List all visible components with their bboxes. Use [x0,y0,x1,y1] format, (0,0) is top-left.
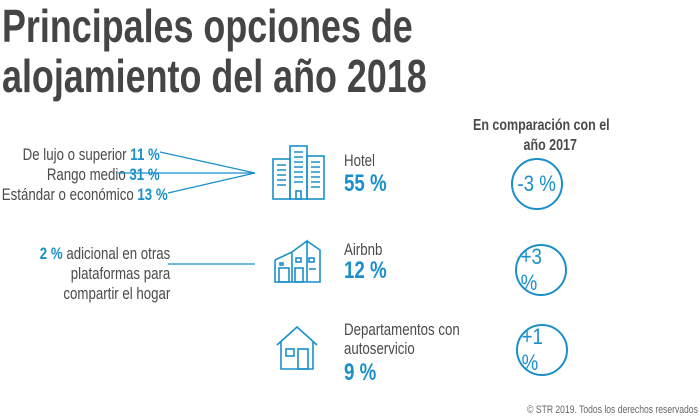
hotel-building-icon [272,145,325,200]
hotel-breakdown-luxury: De lujo o superior 11 % [22,145,160,164]
hotel-value: 55 % [344,170,387,197]
house-icon [276,325,318,370]
apartments-change-badge: +1 % [516,324,568,376]
apartments-value: 9 % [344,359,377,386]
comparison-header-line-2: año 2017 [523,137,577,154]
copyright-footer: © STR 2019. Todos los derechos reservado… [527,404,698,416]
hotel-breakdown-economy: Estándar o económico 13 % [2,185,168,204]
hotel-breakdown-mid: Rango medio 31 % [47,165,160,184]
hotel-label: Hotel [344,151,375,170]
airbnb-value: 12 % [344,257,387,284]
hotel-change-badge: -3 % [511,158,563,210]
house-modern-icon [274,239,321,283]
airbnb-note: 2 % adicional en otras plataformas para … [39,244,171,303]
title-line-1: Principales opciones de [2,0,413,52]
airbnb-label: Airbnb [344,240,383,259]
apartments-label: Departamentos con autoservicio [344,320,460,358]
title-line-2: alojamiento del año 2018 [2,50,427,102]
comparison-header-line-1: En comparación con el [473,117,610,134]
comparison-header: En comparación con el año 2017 [473,116,610,156]
airbnb-change-badge: +3 % [515,244,567,296]
